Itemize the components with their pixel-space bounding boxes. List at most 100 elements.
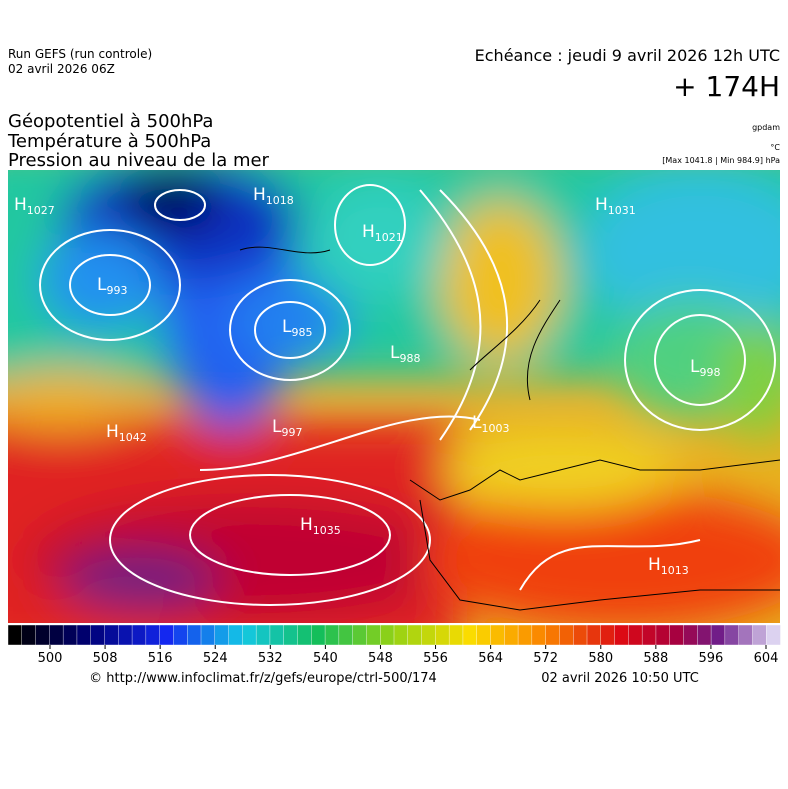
system-type: H [253, 185, 266, 205]
colorbar-tick-label: 572 [533, 651, 558, 666]
run-label: Run GEFS (run controle) [8, 47, 152, 61]
pressure-system: H1018 [253, 185, 294, 207]
color-swatch [173, 624, 188, 646]
color-swatch [476, 624, 492, 646]
color-swatch [490, 624, 505, 646]
color-swatch [738, 624, 754, 646]
issued-time: 02 avril 2026 10:50 UTC [541, 671, 699, 686]
color-swatch [710, 624, 726, 646]
color-swatch [7, 624, 23, 646]
colorbar-tick-label: 604 [754, 651, 779, 666]
color-swatch [352, 624, 368, 646]
color-swatch [159, 624, 175, 646]
color-swatch [35, 624, 51, 646]
system-type: L [282, 317, 292, 337]
param: Pression au niveau de la mer [8, 150, 270, 171]
color-swatch [297, 624, 312, 646]
system-type: H [648, 555, 661, 575]
color-swatch [145, 624, 161, 646]
system-value: 1013 [661, 564, 689, 577]
color-swatch [421, 624, 437, 646]
unit: [Max 1041.8 | Min 984.9] hPa [662, 156, 780, 165]
pressure-system: H1013 [648, 555, 689, 577]
color-swatch [531, 624, 547, 646]
color-swatch [269, 624, 285, 646]
color-swatch [435, 624, 450, 646]
color-swatch [366, 624, 381, 646]
system-type: L [97, 275, 107, 295]
color-swatch [641, 624, 657, 646]
color-swatch [724, 624, 740, 646]
color-swatch [586, 624, 602, 646]
color-swatch [655, 624, 671, 646]
system-value: 1035 [313, 524, 341, 537]
colorbar-tick-label: 588 [643, 651, 668, 666]
colorbar-tick-label: 516 [148, 651, 173, 666]
colorbar-tick-label: 556 [423, 651, 448, 666]
colorbar-tick-label: 500 [38, 651, 63, 666]
pressure-system: L998 [690, 357, 720, 379]
param: Température à 500hPa [7, 131, 211, 152]
color-swatch [393, 624, 409, 646]
system-type: H [595, 195, 608, 215]
colorbar-tick-label: 508 [93, 651, 118, 666]
color-swatch [228, 624, 244, 646]
color-swatch [283, 624, 299, 646]
color-swatch [448, 624, 464, 646]
color-swatch [338, 624, 354, 646]
system-type: H [362, 222, 375, 242]
colorbar-tick-label: 548 [368, 651, 393, 666]
color-swatch [118, 624, 133, 646]
color-swatch [76, 624, 92, 646]
system-value: 1021 [375, 231, 403, 244]
unit: °C [770, 143, 780, 152]
pressure-system: L985 [282, 317, 312, 339]
map [8, 170, 780, 623]
color-swatch [407, 624, 423, 646]
colorbar-tick-label: 540 [313, 651, 338, 666]
pressure-system: H1042 [106, 422, 147, 444]
system-value: 1027 [27, 204, 55, 217]
color-swatch [131, 624, 147, 646]
color-swatch [683, 624, 698, 646]
color-swatch [545, 624, 561, 646]
source-url: © http://www.infoclimat.fr/z/gefs/europe… [89, 671, 437, 686]
color-swatch [752, 624, 767, 646]
system-value: 988 [399, 352, 420, 365]
unit: gpdam [752, 123, 780, 132]
pressure-system: H1027 [14, 195, 55, 217]
color-swatch [766, 624, 781, 646]
system-value: 1042 [119, 431, 147, 444]
color-swatch [90, 624, 106, 646]
color-swatch [214, 624, 230, 646]
pressure-system: L993 [97, 275, 127, 297]
system-type: L [472, 413, 482, 433]
color-swatch [504, 624, 519, 646]
colorbar-tick-label: 532 [258, 651, 283, 666]
system-type: L [390, 343, 400, 363]
system-type: H [14, 195, 27, 215]
color-swatch [517, 624, 533, 646]
colorbar-tick-label: 596 [699, 651, 724, 666]
color-swatch [200, 624, 216, 646]
system-type: L [690, 357, 700, 377]
color-swatch [628, 624, 643, 646]
color-swatch [697, 624, 712, 646]
colorbar-tick-label: 564 [478, 651, 503, 666]
system-value: 998 [699, 366, 720, 379]
color-swatch [104, 624, 119, 646]
pressure-system: L988 [390, 343, 420, 365]
color-swatch [311, 624, 326, 646]
colorbar-tick-label: 524 [203, 651, 228, 666]
pressure-system: H1035 [300, 515, 341, 537]
lead-time: + 174H [673, 70, 780, 103]
color-swatch [324, 624, 340, 646]
color-swatch [255, 624, 271, 646]
system-value: 993 [106, 284, 127, 297]
system-value: 997 [281, 426, 302, 439]
color-swatch [462, 624, 478, 646]
colorbar-tick-label: 580 [588, 651, 613, 666]
param: Géopotentiel à 500hPa [8, 111, 213, 132]
color-swatch [49, 624, 64, 646]
